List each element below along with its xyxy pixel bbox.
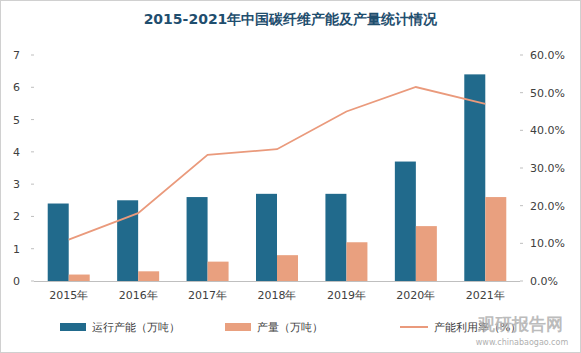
- y-tick: [31, 184, 34, 185]
- y-tick-label: 6: [13, 81, 20, 94]
- y2-tick-label: 50.0%: [530, 87, 565, 100]
- y2-tick-label: 60.0%: [530, 49, 565, 62]
- x-tick-label: 2021年: [466, 289, 505, 302]
- x-tick-label: 2017年: [188, 289, 227, 302]
- bar: [464, 74, 485, 281]
- bar: [277, 255, 298, 281]
- bar: [187, 197, 208, 281]
- y-tick-label: 5: [13, 114, 20, 127]
- y2-tick: [520, 168, 523, 169]
- y-tick-label: 0: [13, 275, 20, 288]
- y-tick-label: 4: [13, 146, 20, 159]
- y2-tick: [520, 281, 523, 282]
- bar: [117, 200, 138, 281]
- y2-tick: [520, 55, 523, 56]
- bar: [325, 194, 346, 281]
- x-tick-label: 2020年: [396, 289, 435, 302]
- y2-tick-label: 10.0%: [530, 237, 565, 250]
- x-tick-label: 2015年: [49, 289, 88, 302]
- y2-tick-label: 20.0%: [530, 200, 565, 213]
- watermark: 观研报告网: [477, 314, 563, 334]
- bar: [416, 226, 437, 281]
- y-tick-label: 7: [13, 49, 20, 62]
- y-tick: [31, 87, 34, 88]
- bar: [48, 204, 69, 281]
- legend-line: [400, 326, 428, 328]
- y-tick: [31, 281, 34, 282]
- y2-tick-label: 30.0%: [530, 162, 565, 175]
- y2-tick: [520, 92, 523, 93]
- title: 2015-2021年中国碳纤维产能及产量统计情况: [144, 11, 439, 27]
- x-tick-label: 2018年: [258, 289, 297, 302]
- bar: [69, 275, 90, 281]
- y2-tick: [520, 243, 523, 244]
- y-tick-label: 2: [13, 210, 20, 223]
- legend-swatch: [60, 323, 86, 331]
- legend-swatch: [225, 323, 251, 331]
- frame: [1, 1, 581, 353]
- y-tick: [31, 55, 34, 56]
- bar: [208, 262, 229, 281]
- y-tick-label: 3: [13, 178, 20, 191]
- bar: [346, 242, 367, 281]
- marks: [48, 74, 507, 281]
- y2-tick: [520, 130, 523, 131]
- y2-tick-label: 0.0%: [530, 275, 558, 288]
- bar: [485, 197, 506, 281]
- legend-label: 运行产能（万吨）: [92, 321, 180, 334]
- y-tick: [31, 151, 34, 152]
- bar: [138, 271, 159, 281]
- bar: [256, 194, 277, 281]
- y2-tick: [520, 205, 523, 206]
- x-tick-label: 2019年: [327, 289, 366, 302]
- watermark: www.chinabaogao.com: [476, 338, 569, 347]
- x-axis: [34, 281, 520, 282]
- y-tick: [31, 119, 34, 120]
- legend-label: 产量（万吨）: [257, 321, 323, 334]
- y2-tick-label: 40.0%: [530, 124, 565, 137]
- y-tick: [31, 216, 34, 217]
- chart: 2015-2021年中国碳纤维产能及产量统计情况 0 1 2 3 4 5 6 7 0.0% 10.0…: [0, 0, 581, 353]
- x-tick-label: 2016年: [119, 289, 158, 302]
- y-tick-label: 1: [13, 243, 20, 256]
- bar: [395, 162, 416, 281]
- line: [69, 87, 486, 240]
- y-tick: [31, 248, 34, 249]
